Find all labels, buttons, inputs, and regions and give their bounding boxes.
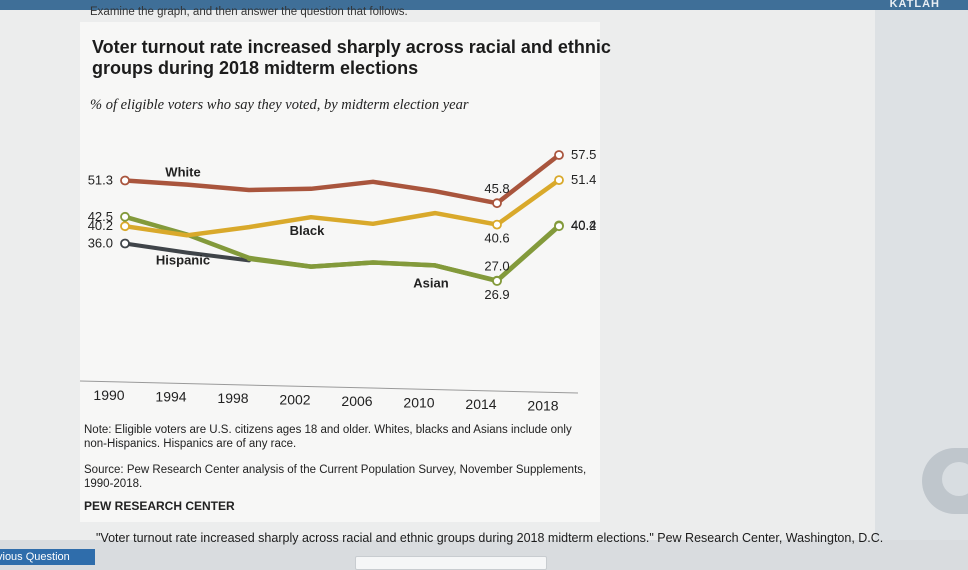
data-labels: 51.3 45.8 57.5 40.2 40.6 51.4 36.0 42.5 27.0 40.4… xyxy=(88,147,597,302)
data-label: 51.4 xyxy=(571,172,596,187)
brand-logo: KATLAH xyxy=(889,0,940,10)
x-tick-label: 2006 xyxy=(341,393,372,409)
chart-card xyxy=(80,22,600,522)
data-label: 45.8 xyxy=(484,181,509,196)
x-tick-label: 1998 xyxy=(217,390,248,406)
point-marker xyxy=(120,211,130,222)
series-markers xyxy=(120,150,564,286)
point-marker xyxy=(492,219,502,230)
x-tick-label: 2002 xyxy=(279,392,310,408)
series-line-white xyxy=(122,152,562,206)
point-marker xyxy=(554,221,564,232)
data-label: 27.0 xyxy=(484,259,509,274)
x-tick-label: 2014 xyxy=(465,396,496,412)
toggle-knob[interactable] xyxy=(942,462,968,496)
series-line-black xyxy=(122,177,562,238)
data-label: 40.4 xyxy=(571,217,596,232)
x-tick-label: 1990 xyxy=(93,387,124,403)
chart-note: Note: Eligible voters are U.S. citizens … xyxy=(84,424,572,450)
data-label: 51.3 xyxy=(88,173,113,188)
point-marker xyxy=(120,175,130,186)
series-label-asian: Asian xyxy=(413,275,448,290)
series-label-black: Black xyxy=(290,223,325,238)
chart-credit: PEW RESEARCH CENTER xyxy=(84,499,235,513)
data-label: 42.5 xyxy=(88,209,113,224)
x-tick-label: 2018 xyxy=(527,398,558,414)
previous-question-label: vious Question xyxy=(0,551,70,563)
data-label: 40.2 xyxy=(571,218,596,233)
chart-subtitle: % of eligible voters who say they voted,… xyxy=(90,97,469,113)
x-axis-ticks: 1990 1994 1998 2002 2006 2010 2014 2018 xyxy=(93,387,558,414)
question-prompt: Examine the graph, and then answer the q… xyxy=(90,6,408,18)
series-line-asian xyxy=(123,241,251,263)
point-marker xyxy=(120,221,130,232)
series-label-hispanic: Hispanic xyxy=(156,253,210,268)
x-tick-label: 2010 xyxy=(403,395,434,411)
data-label: 40.2 xyxy=(88,218,113,233)
data-label: 26.9 xyxy=(484,287,509,302)
data-label: 40.6 xyxy=(484,231,509,246)
point-marker xyxy=(554,175,564,186)
series-lines xyxy=(122,152,562,284)
chart-source: Source: Pew Research Center analysis of … xyxy=(84,464,587,490)
data-label: 36.0 xyxy=(88,236,113,251)
x-axis-line xyxy=(79,380,579,394)
point-marker xyxy=(554,150,564,160)
point-marker xyxy=(492,276,502,286)
data-label: 57.5 xyxy=(571,147,596,162)
series-line-asian xyxy=(246,223,562,284)
point-marker xyxy=(492,198,502,209)
citation-text: "Voter turnout rate increased sharply ac… xyxy=(96,531,884,545)
top-bar: KATLAH xyxy=(0,0,968,12)
bottom-input-field[interactable] xyxy=(355,556,547,570)
previous-question-button[interactable]: vious Question xyxy=(0,549,95,565)
x-tick-label: 1994 xyxy=(155,389,186,405)
series-label-white: White xyxy=(165,165,200,180)
point-marker xyxy=(120,238,130,249)
chart-title: Voter turnout rate increased sharply acr… xyxy=(92,37,611,78)
